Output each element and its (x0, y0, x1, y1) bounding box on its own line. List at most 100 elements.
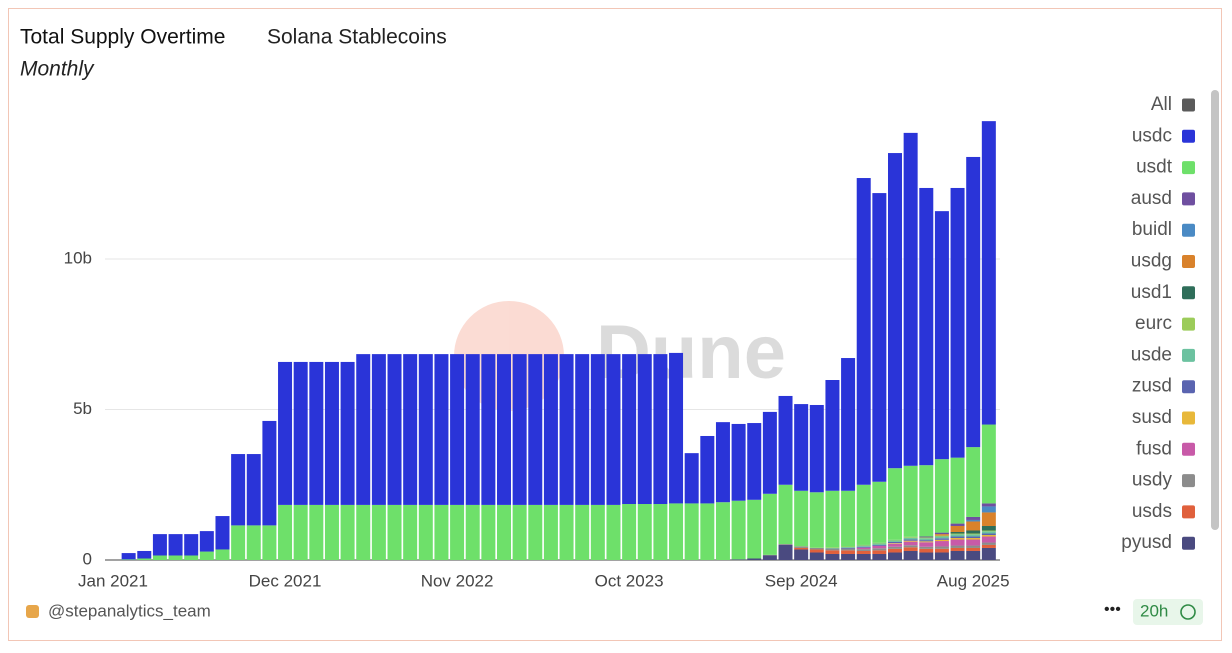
bar-segment (904, 466, 918, 537)
bar-segment (951, 548, 965, 551)
bar-segment (763, 555, 777, 560)
bar-segment (919, 537, 933, 538)
scrollbar[interactable] (1211, 90, 1219, 530)
bar-segment (638, 354, 652, 504)
bar-segment (857, 485, 871, 545)
bar-segment (716, 422, 730, 502)
period: Monthly (20, 58, 95, 81)
bar-segment (935, 534, 949, 536)
legend-label[interactable]: zusd (1132, 376, 1172, 397)
bar-segment (841, 550, 855, 554)
bar-segment (153, 555, 167, 560)
bar-segment (841, 358, 855, 491)
bar-segment (982, 526, 996, 531)
chart-title: Total Supply Overtime (20, 26, 225, 49)
bar-segment (888, 547, 902, 549)
bar-segment (951, 526, 965, 532)
more-menu[interactable]: ••• (1104, 601, 1121, 618)
legend-label[interactable]: ausd (1131, 188, 1172, 209)
legend-label[interactable]: eurc (1135, 313, 1172, 334)
bar-segment (638, 504, 652, 560)
legend-label[interactable]: buidl (1132, 219, 1172, 240)
bar-segment (872, 543, 886, 545)
legend-label[interactable]: fusd (1136, 438, 1172, 459)
bar-segment (951, 188, 965, 458)
legend-label[interactable]: All (1151, 94, 1172, 115)
bar-segment (919, 549, 933, 553)
legend-label[interactable]: usdg (1131, 251, 1172, 272)
bar-segment (528, 505, 542, 560)
bar-segment (919, 188, 933, 465)
bar-segment (919, 542, 933, 547)
bar-segment (966, 521, 980, 530)
bar-segment (184, 534, 198, 555)
bar-segment (904, 537, 918, 538)
bar-segment (810, 548, 824, 550)
bar-segment (872, 482, 886, 543)
bar-segment (919, 541, 933, 542)
bar-segment (247, 525, 261, 560)
bar-segment (341, 362, 355, 505)
bar-segment (653, 504, 667, 560)
bar-segment (262, 525, 276, 560)
bar-segment (904, 540, 918, 541)
bar-segment (841, 548, 855, 549)
bar-segment (606, 505, 620, 560)
x-tick-label: Aug 2025 (937, 571, 1010, 590)
bar-segment (966, 520, 980, 522)
bar-segment (888, 153, 902, 468)
avatar (26, 605, 39, 618)
bar-segment (309, 362, 323, 505)
bar-segment (732, 424, 746, 501)
y-tick-label: 5b (73, 399, 92, 418)
legend-label[interactable]: usdc (1132, 125, 1172, 146)
bar-segment (951, 540, 965, 546)
bar-segment (528, 354, 542, 505)
bar-segment (810, 405, 824, 492)
bar-segment (951, 534, 965, 535)
legend-label[interactable]: usd1 (1131, 282, 1172, 303)
bar-segment (309, 505, 323, 560)
bar-segment (919, 537, 933, 538)
legend-swatch (1182, 192, 1195, 205)
bar-segment (137, 558, 151, 560)
bar-segment (841, 547, 855, 548)
bar-segment (857, 178, 871, 485)
author[interactable]: @stepanalytics_team (48, 601, 211, 620)
bar-segment (278, 362, 292, 505)
bar-segment (732, 501, 746, 560)
legend-label[interactable]: usds (1132, 501, 1172, 522)
bar-segment (951, 532, 965, 534)
legend-swatch (1182, 224, 1195, 237)
legend-label[interactable]: usde (1131, 344, 1172, 365)
legend-swatch (1182, 443, 1195, 456)
bar-segment (888, 468, 902, 540)
bar-segment (935, 538, 949, 540)
bar-segment (888, 549, 902, 553)
bar-segment (419, 354, 433, 505)
bar-segment (779, 396, 793, 485)
bar-segment (904, 541, 918, 542)
bar-segment (919, 540, 933, 541)
bar-segment (591, 354, 605, 505)
bar-segment (888, 544, 902, 547)
bar-segment (169, 555, 183, 560)
bar-segment (841, 549, 855, 551)
bar-segment (779, 485, 793, 544)
legend-label[interactable]: usdt (1136, 157, 1173, 178)
bar-segment (966, 157, 980, 447)
bar-segment (857, 549, 871, 551)
bar-segment (982, 534, 996, 536)
bar-segment (388, 505, 402, 560)
legend-swatch (1182, 412, 1195, 425)
bar-segment (794, 404, 808, 491)
legend-label[interactable]: usdy (1132, 470, 1173, 491)
bar-segment (544, 354, 558, 505)
bar-segment (935, 533, 949, 535)
legend-label[interactable]: susd (1132, 407, 1172, 428)
legend-label[interactable]: pyusd (1121, 532, 1172, 553)
legend-swatch (1182, 537, 1195, 550)
bar-segment (763, 412, 777, 494)
bar-segment (403, 354, 417, 505)
